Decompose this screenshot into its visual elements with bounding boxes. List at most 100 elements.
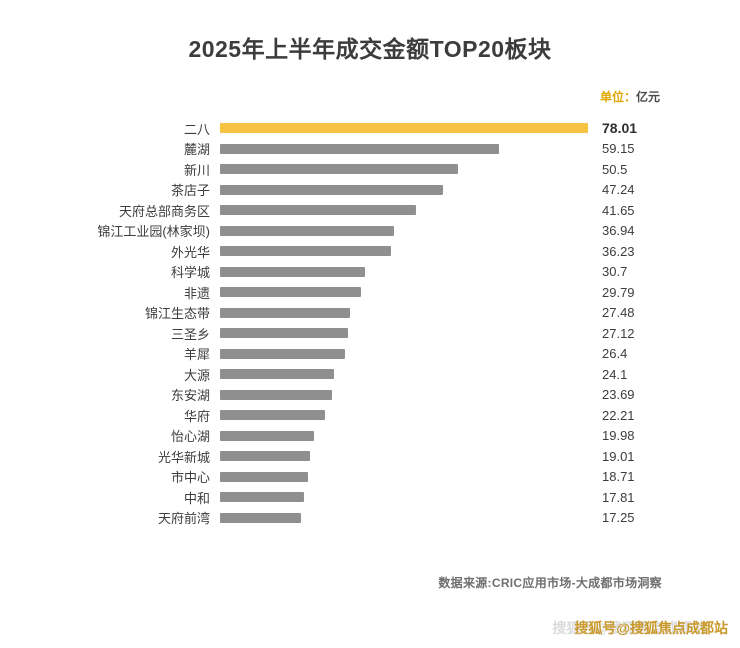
bar-row: 羊犀 26.4 — [62, 344, 682, 365]
bar — [220, 307, 350, 318]
bar-row: 市中心 18.71 — [62, 467, 682, 488]
bar — [220, 143, 500, 154]
category-label: 华府 — [183, 408, 210, 424]
bar — [220, 348, 345, 359]
bar-track — [220, 410, 588, 421]
bar-row: 华府 22.21 — [62, 405, 682, 426]
bar — [220, 492, 305, 503]
value-label: 19.01 — [602, 448, 635, 464]
unit-suffix: 亿元 — [635, 90, 660, 104]
category-label: 外光华 — [170, 244, 210, 260]
category-label: 麓湖 — [183, 142, 210, 158]
category-label: 羊犀 — [183, 347, 210, 363]
bar-row: 麓湖 59.15 — [62, 139, 682, 160]
bar-row: 新川 50.5 — [62, 159, 682, 180]
bar-row: 二八 78.01 — [62, 118, 682, 139]
bar-track — [220, 287, 588, 298]
bar — [220, 369, 334, 380]
bar — [220, 410, 325, 421]
bar-row: 锦江生态带 27.48 — [62, 303, 682, 324]
value-label: 27.12 — [602, 325, 635, 341]
value-label: 26.4 — [602, 346, 628, 362]
bar-row: 光华新城 19.01 — [62, 446, 682, 467]
value-label: 29.79 — [602, 284, 635, 300]
value-label: 47.24 — [602, 182, 635, 198]
bar-track — [220, 512, 588, 523]
value-label: 17.81 — [602, 489, 635, 505]
bar — [220, 164, 459, 175]
bar-track — [220, 348, 588, 359]
bar-row: 外光华 36.23 — [62, 241, 682, 262]
bar-track — [220, 123, 588, 134]
value-label: 19.98 — [602, 428, 635, 444]
bar-track — [220, 184, 588, 195]
value-label: 27.48 — [602, 305, 635, 321]
category-label: 非遗 — [183, 285, 210, 301]
bar-chart: 二八 78.01 麓湖 59.15 新川 50.5 茶店子 47.24 天府总部商务区 41.65… — [62, 118, 682, 528]
category-label: 锦江生态带 — [144, 306, 210, 322]
bar — [220, 328, 348, 339]
value-label: 36.23 — [602, 243, 635, 259]
bar-track — [220, 143, 588, 154]
bar-track — [220, 389, 588, 400]
watermark-shadow: 搜狐号@搜狐焦点成都站 — [552, 620, 706, 636]
chart-title: 2025年上半年成交金额TOP20板块 — [188, 36, 552, 62]
bar-track — [220, 164, 588, 175]
category-label: 大源 — [183, 367, 210, 383]
value-label: 59.15 — [602, 141, 635, 157]
bar-row: 中和 17.81 — [62, 487, 682, 508]
watermark: 搜狐号@搜狐焦点成都站 — [574, 620, 728, 636]
bar — [220, 430, 315, 441]
value-label: 22.21 — [602, 407, 635, 423]
category-label: 东安湖 — [170, 388, 210, 404]
bar-track — [220, 471, 588, 482]
bar-row: 非遗 29.79 — [62, 282, 682, 303]
category-label: 锦江工业园(林家坝) — [97, 224, 210, 240]
bar — [220, 451, 310, 462]
data-source: 数据来源:CRIC应用市场-大成都市场洞察 — [438, 576, 662, 590]
category-label: 中和 — [183, 490, 210, 506]
category-label: 科学城 — [170, 265, 210, 281]
bar-track — [220, 307, 588, 318]
bar-track — [220, 430, 588, 441]
category-label: 三圣乡 — [170, 326, 210, 342]
bar-row: 东安湖 23.69 — [62, 385, 682, 406]
bar-track — [220, 328, 588, 339]
value-label: 41.65 — [602, 202, 635, 218]
bar — [220, 471, 309, 482]
value-label: 30.7 — [602, 264, 628, 280]
bar-highlight — [220, 123, 588, 134]
category-label: 新川 — [183, 162, 210, 178]
value-label: 23.69 — [602, 387, 635, 403]
bar-track — [220, 246, 588, 257]
bar-track — [220, 451, 588, 462]
value-label: 24.1 — [602, 366, 628, 382]
bar-track — [220, 266, 588, 277]
bar — [220, 287, 361, 298]
bar — [220, 205, 417, 216]
value-label: 36.94 — [602, 223, 635, 239]
value-label: 17.25 — [602, 510, 635, 526]
category-label: 二八 — [183, 121, 210, 137]
value-label: 18.71 — [602, 469, 635, 485]
bar-row: 科学城 30.7 — [62, 262, 682, 283]
bar-row: 三圣乡 27.12 — [62, 323, 682, 344]
bar-row: 怡心湖 19.98 — [62, 426, 682, 447]
bar — [220, 266, 365, 277]
category-label: 天府前湾 — [157, 511, 210, 527]
category-label: 天府总部商务区 — [118, 203, 210, 219]
unit-prefix: 单位： — [599, 90, 636, 104]
value-label: 78.01 — [602, 120, 638, 137]
watermark-area: 搜狐号@搜狐焦点成都站 搜狐号@搜狐焦点成都站 — [552, 618, 728, 640]
bar — [220, 184, 443, 195]
bar-row: 锦江工业园(林家坝) 36.94 — [62, 221, 682, 242]
bar-row: 天府总部商务区 41.65 — [62, 200, 682, 221]
bar-track — [220, 205, 588, 216]
category-label: 光华新城 — [157, 449, 210, 465]
bar-track — [220, 492, 588, 503]
category-label: 茶店子 — [170, 183, 210, 199]
bar-track — [220, 225, 588, 236]
unit-label: 单位：亿元 — [600, 88, 660, 105]
category-label: 市中心 — [170, 470, 210, 486]
bar-track — [220, 369, 588, 380]
